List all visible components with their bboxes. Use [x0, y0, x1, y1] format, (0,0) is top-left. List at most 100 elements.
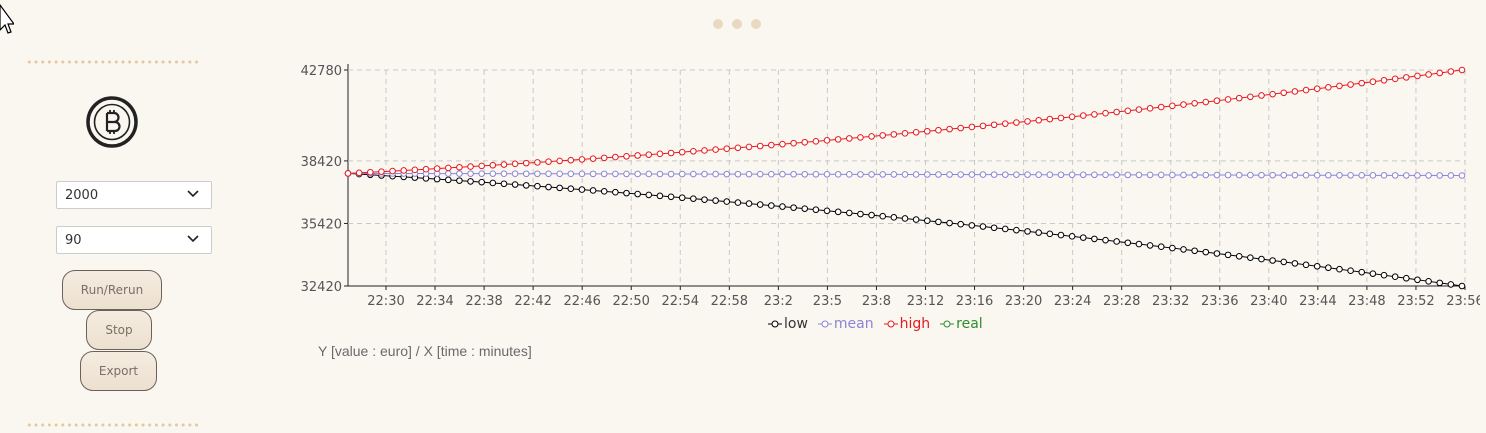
mean-point — [890, 171, 898, 178]
high-point — [656, 150, 664, 158]
high-point — [857, 134, 864, 141]
high-point — [678, 148, 686, 156]
high-point — [1046, 115, 1054, 123]
mean-point — [623, 170, 630, 178]
low-point — [1347, 267, 1354, 274]
divider-bottom — [26, 423, 200, 427]
mean-point — [456, 170, 463, 177]
legend-item-real[interactable]: real — [940, 316, 983, 332]
mean-point — [723, 170, 731, 178]
x-tick-label: 22:50 — [612, 294, 649, 309]
high-point — [879, 132, 887, 139]
low-point — [1169, 244, 1176, 252]
mean-point — [1458, 172, 1466, 179]
high-point — [344, 170, 352, 177]
mean-point — [1046, 171, 1054, 179]
low-point — [1191, 247, 1198, 255]
amount-select[interactable]: 2000 — [56, 181, 212, 209]
high-point — [812, 138, 820, 145]
legend-marker-icon — [883, 320, 898, 328]
high-point — [1247, 93, 1254, 101]
mean-point — [1124, 171, 1132, 179]
mean-point — [478, 170, 485, 177]
low-point — [1414, 276, 1421, 284]
line-chart: 32420 35420 38420 42780 22:30 22:34 22:38 22:42… — [301, 64, 1480, 309]
low-series-line — [347, 172, 1463, 287]
period-select-value: 90 — [65, 232, 82, 248]
mean-point — [834, 171, 842, 178]
low-point — [1436, 279, 1444, 287]
mean-point — [912, 171, 920, 178]
run-rerun-button[interactable]: Run/Rerun — [62, 270, 162, 310]
mean-point — [935, 171, 942, 178]
mean-point — [1024, 171, 1031, 178]
high-point — [478, 162, 485, 170]
low-point — [1068, 233, 1076, 240]
high-point — [1135, 106, 1143, 113]
stop-button[interactable]: Stop — [86, 310, 152, 350]
low-point — [656, 192, 664, 200]
mean-point — [1157, 171, 1165, 179]
high-point — [1425, 71, 1432, 78]
low-point — [846, 209, 853, 217]
export-button[interactable]: Export — [80, 351, 157, 391]
amount-select-value: 2000 — [65, 187, 99, 203]
low-point — [912, 216, 920, 223]
legend-marker-icon — [940, 320, 955, 328]
more-dots-icon[interactable] — [713, 19, 761, 29]
high-point — [433, 165, 441, 172]
mean-point — [1403, 172, 1410, 179]
x-tick-label: 23:40 — [1250, 294, 1287, 309]
mean-point — [534, 170, 541, 178]
high-point — [1068, 113, 1076, 121]
low-point — [723, 198, 731, 205]
mean-point — [1425, 172, 1432, 179]
mean-point — [1079, 171, 1087, 179]
mean-point — [1180, 171, 1187, 179]
mean-point — [500, 170, 508, 178]
low-point — [1336, 265, 1343, 273]
high-point — [990, 121, 998, 129]
low-point — [589, 187, 597, 194]
mean-point — [1391, 172, 1399, 179]
mean-point — [1336, 171, 1343, 179]
low-point — [890, 214, 898, 221]
mean-point — [589, 170, 597, 178]
mean-point — [790, 170, 797, 178]
mean-point — [846, 171, 853, 178]
x-tick-label: 23:20 — [1005, 294, 1042, 309]
low-point — [444, 176, 452, 184]
legend-label: real — [956, 316, 983, 332]
mean-point — [1325, 171, 1332, 179]
period-select[interactable]: 90 — [56, 226, 212, 254]
x-tick-label: 23:12 — [907, 294, 944, 309]
legend-item-mean[interactable]: mean — [817, 316, 874, 332]
sidebar: 2000 90 Run/Rerun Stop Export — [0, 0, 240, 433]
mean-point — [467, 170, 474, 177]
high-point — [467, 163, 474, 170]
high-point — [756, 142, 764, 150]
low-point — [812, 206, 820, 214]
low-point — [433, 175, 441, 183]
mean-point — [1013, 171, 1020, 178]
legend-item-high[interactable]: high — [883, 316, 930, 332]
low-point — [923, 217, 931, 225]
low-point — [1380, 271, 1388, 279]
high-point — [979, 122, 987, 130]
mean-point — [1447, 172, 1455, 179]
high-point — [1325, 84, 1332, 91]
low-point — [1269, 257, 1276, 264]
high-point — [1057, 114, 1065, 122]
high-point — [1146, 105, 1154, 112]
mean-point — [489, 170, 497, 177]
mean-point — [1302, 171, 1310, 179]
low-point — [801, 205, 809, 212]
legend-item-low[interactable]: low — [768, 316, 808, 332]
y-tick-label: 38420 — [301, 155, 342, 170]
mean-point — [1102, 171, 1109, 179]
low-point — [968, 222, 976, 229]
high-point — [946, 125, 953, 133]
high-point — [701, 147, 708, 154]
high-point — [1280, 89, 1288, 97]
low-point — [1235, 252, 1243, 260]
